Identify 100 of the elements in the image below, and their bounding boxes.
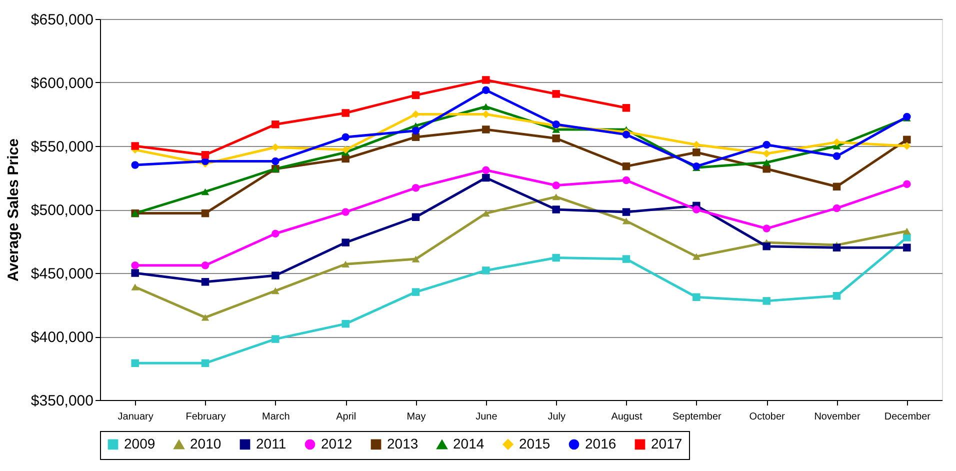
x-tick-label: June — [476, 412, 498, 422]
point — [131, 161, 139, 169]
point — [482, 103, 490, 110]
point — [832, 204, 841, 212]
point — [272, 230, 280, 238]
point — [482, 166, 490, 174]
x-tick-label: April — [336, 412, 356, 422]
point — [903, 136, 911, 144]
x-tick-label: November — [814, 412, 861, 422]
point — [552, 193, 560, 200]
point — [272, 120, 280, 128]
point — [762, 159, 770, 166]
point — [832, 292, 841, 300]
legend-label: 2013 — [387, 435, 418, 452]
point — [622, 176, 630, 184]
point — [412, 184, 420, 192]
point — [762, 224, 770, 232]
y-tick-label: $550,000 — [30, 138, 94, 156]
legend-label: 2011 — [256, 435, 286, 452]
point — [622, 208, 630, 216]
point — [342, 238, 350, 246]
point — [692, 293, 700, 302]
point — [482, 110, 490, 118]
point — [692, 140, 700, 149]
point — [482, 86, 490, 94]
point — [201, 278, 210, 286]
x-tick-label: January — [118, 412, 154, 422]
point — [482, 210, 490, 217]
point — [201, 262, 210, 270]
point — [342, 320, 350, 328]
point — [412, 91, 420, 100]
x-tick-label: July — [548, 412, 566, 422]
legend-label: 2016 — [585, 435, 616, 452]
point — [201, 209, 210, 218]
legend-label: 2009 — [124, 435, 156, 452]
x-tick-label: October — [749, 412, 786, 422]
point — [552, 254, 560, 262]
point — [552, 90, 560, 98]
point — [131, 142, 139, 150]
point — [903, 228, 911, 234]
x-tick-label: August — [611, 412, 643, 422]
point — [832, 138, 841, 146]
point — [272, 143, 280, 152]
point — [131, 284, 139, 290]
point — [131, 262, 139, 270]
point — [131, 359, 139, 368]
point — [272, 157, 280, 166]
point — [832, 152, 841, 160]
point — [832, 244, 841, 252]
point — [342, 109, 350, 117]
y-tick-label: $450,000 — [30, 266, 94, 282]
point — [552, 182, 560, 190]
legend-label: 2017 — [651, 435, 682, 452]
point — [762, 150, 770, 158]
point — [903, 244, 911, 252]
point — [832, 182, 841, 191]
point — [342, 154, 350, 163]
legend-label: 2012 — [321, 435, 352, 452]
point — [903, 180, 911, 188]
point — [412, 126, 420, 135]
x-tick-label: September — [672, 412, 722, 422]
point — [762, 140, 770, 149]
point — [201, 188, 210, 196]
x-tick-label: February — [186, 412, 226, 422]
x-tick-label: March — [262, 412, 290, 422]
y-tick-label: $350,000 — [30, 392, 94, 410]
point — [201, 359, 210, 368]
point — [622, 255, 630, 263]
point — [762, 242, 770, 250]
point — [342, 260, 350, 268]
point — [552, 134, 560, 142]
legend-label: 2015 — [519, 435, 550, 452]
point — [412, 256, 420, 262]
point — [131, 269, 139, 277]
y-tick-label: $500,000 — [30, 202, 94, 219]
legend-label: 2014 — [453, 436, 484, 452]
point — [622, 130, 630, 138]
point — [272, 272, 280, 280]
point — [903, 142, 911, 150]
point — [412, 213, 420, 221]
point — [762, 297, 770, 305]
point — [622, 104, 630, 112]
y-axis-title: Average Sales Price — [4, 138, 22, 282]
point — [482, 266, 490, 274]
y-tick-label: $600,000 — [30, 75, 94, 92]
y-tick-label: $400,000 — [30, 329, 94, 346]
point — [692, 253, 700, 260]
point — [552, 206, 560, 214]
point — [272, 335, 280, 343]
legend-label: 2010 — [190, 436, 222, 452]
point — [201, 151, 210, 159]
point — [342, 146, 350, 154]
point — [201, 314, 210, 321]
point — [482, 76, 490, 84]
point — [342, 208, 350, 216]
x-tick-label: May — [406, 412, 426, 422]
point — [622, 218, 630, 224]
point — [412, 288, 420, 296]
point — [342, 133, 350, 141]
point — [622, 162, 630, 170]
